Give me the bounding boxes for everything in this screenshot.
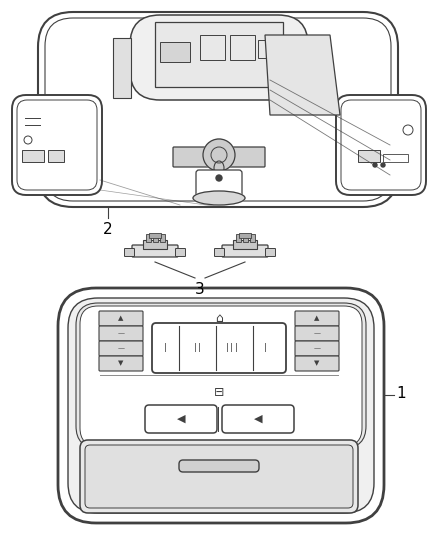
Text: —: —	[314, 330, 321, 336]
FancyBboxPatch shape	[85, 445, 353, 508]
Bar	[307, 38, 325, 98]
FancyBboxPatch shape	[265, 248, 276, 256]
Bar	[146, 234, 151, 242]
Bar	[358, 150, 380, 162]
Text: |: |	[162, 343, 167, 352]
FancyBboxPatch shape	[58, 288, 384, 523]
FancyBboxPatch shape	[76, 303, 366, 448]
Bar	[243, 234, 248, 242]
Text: ◀: ◀	[254, 414, 262, 424]
FancyBboxPatch shape	[17, 100, 97, 190]
FancyBboxPatch shape	[341, 100, 421, 190]
Circle shape	[373, 163, 377, 167]
Bar	[113, 38, 131, 98]
Bar	[236, 234, 241, 242]
FancyBboxPatch shape	[99, 326, 143, 341]
Text: |: |	[262, 343, 268, 352]
FancyBboxPatch shape	[215, 248, 225, 256]
FancyBboxPatch shape	[80, 306, 362, 446]
FancyBboxPatch shape	[336, 95, 426, 195]
Bar	[143, 240, 167, 249]
Circle shape	[203, 139, 235, 171]
Bar	[230, 35, 255, 60]
Text: 2: 2	[103, 222, 113, 237]
Polygon shape	[265, 35, 340, 115]
Ellipse shape	[193, 191, 245, 205]
Bar	[200, 35, 225, 60]
FancyBboxPatch shape	[222, 405, 294, 433]
Bar	[160, 42, 190, 62]
FancyBboxPatch shape	[295, 341, 339, 356]
Bar	[153, 234, 158, 242]
Text: ▲: ▲	[314, 315, 320, 321]
Bar	[48, 150, 64, 162]
Bar	[383, 154, 408, 162]
Circle shape	[381, 163, 385, 167]
FancyBboxPatch shape	[196, 170, 242, 200]
Text: —: —	[314, 345, 321, 351]
Text: ▼: ▼	[118, 360, 124, 366]
Text: ⌂: ⌂	[215, 311, 223, 325]
Text: ▼: ▼	[314, 360, 320, 366]
Bar	[258, 40, 276, 58]
FancyBboxPatch shape	[225, 147, 265, 167]
Text: —: —	[117, 330, 124, 336]
FancyBboxPatch shape	[80, 440, 358, 513]
FancyBboxPatch shape	[99, 311, 143, 326]
FancyBboxPatch shape	[45, 18, 391, 201]
FancyBboxPatch shape	[295, 356, 339, 371]
Text: ⊟: ⊟	[214, 385, 224, 399]
FancyBboxPatch shape	[295, 311, 339, 326]
Bar	[155, 22, 283, 87]
Text: 1: 1	[396, 385, 406, 400]
FancyBboxPatch shape	[130, 15, 308, 100]
Bar	[250, 234, 255, 242]
FancyBboxPatch shape	[176, 248, 186, 256]
FancyBboxPatch shape	[152, 323, 286, 373]
Text: ▲: ▲	[118, 315, 124, 321]
FancyBboxPatch shape	[179, 460, 259, 472]
FancyBboxPatch shape	[124, 248, 134, 256]
FancyBboxPatch shape	[68, 298, 374, 513]
Text: ◀: ◀	[177, 414, 185, 424]
Bar	[233, 240, 257, 249]
FancyBboxPatch shape	[132, 245, 178, 257]
FancyBboxPatch shape	[173, 147, 213, 167]
FancyBboxPatch shape	[99, 356, 143, 371]
Text: 3: 3	[195, 282, 205, 297]
Text: |||: |||	[225, 343, 240, 352]
FancyBboxPatch shape	[295, 326, 339, 341]
FancyBboxPatch shape	[222, 245, 268, 257]
Text: ||: ||	[193, 343, 203, 352]
FancyBboxPatch shape	[145, 405, 217, 433]
FancyBboxPatch shape	[38, 12, 398, 207]
Bar	[22, 150, 44, 162]
Bar	[160, 234, 165, 242]
Bar	[239, 233, 251, 238]
FancyBboxPatch shape	[12, 95, 102, 195]
Text: —: —	[117, 345, 124, 351]
Circle shape	[216, 175, 222, 181]
Bar	[149, 233, 161, 238]
FancyBboxPatch shape	[99, 341, 143, 356]
